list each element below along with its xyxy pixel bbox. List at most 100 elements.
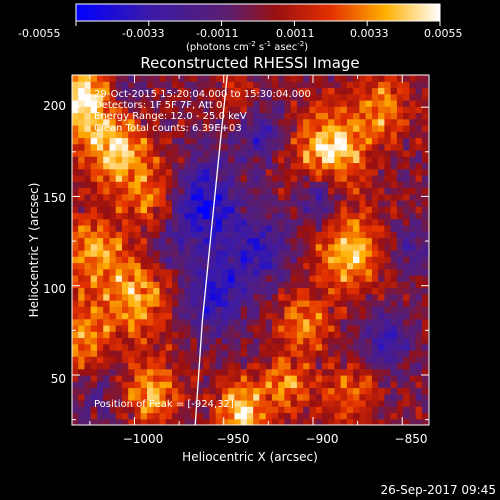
heatmap-cell — [84, 193, 92, 201]
heatmap-cell — [190, 75, 198, 82]
heatmap-cell — [134, 143, 142, 151]
heatmap-cell — [384, 387, 392, 395]
heatmap-cell — [371, 181, 379, 189]
heatmap-cell — [78, 412, 85, 420]
heatmap-cell — [290, 275, 298, 282]
heatmap-cell — [259, 287, 267, 295]
heatmap-cell — [328, 112, 335, 120]
heatmap-cell — [378, 400, 385, 407]
heatmap-cell — [309, 375, 317, 382]
heatmap-cell — [203, 375, 210, 382]
heatmap-cell — [90, 206, 98, 214]
heatmap-cell — [209, 150, 217, 157]
heatmap-cell — [234, 362, 242, 370]
heatmap-cell — [321, 175, 329, 182]
heatmap-cell — [203, 381, 210, 389]
heatmap-cell — [209, 268, 217, 276]
heatmap-cell — [309, 406, 317, 414]
heatmap-cell — [178, 393, 185, 401]
heatmap-cell — [321, 256, 329, 264]
heatmap-cell — [178, 375, 185, 382]
heatmap-cell — [253, 312, 260, 320]
heatmap-cell — [78, 100, 85, 107]
heatmap-cell — [115, 318, 123, 326]
heatmap-cell — [403, 262, 410, 270]
heatmap-cell — [84, 337, 92, 345]
heatmap-cell — [359, 237, 367, 245]
heatmap-cell — [115, 175, 123, 182]
heatmap-cell — [328, 200, 335, 207]
heatmap-cell — [140, 250, 148, 257]
heatmap-cell — [140, 362, 148, 370]
heatmap-cell — [190, 243, 198, 251]
heatmap-cell — [334, 143, 342, 151]
heatmap-cell — [365, 337, 373, 345]
heatmap-cell — [378, 131, 385, 139]
heatmap-cell — [84, 112, 92, 120]
heatmap-cell — [147, 400, 154, 407]
heatmap-cell — [172, 131, 179, 139]
heatmap-cell — [147, 218, 154, 226]
heatmap-cell — [215, 250, 223, 257]
heatmap-cell — [359, 275, 367, 282]
heatmap-cell — [209, 375, 217, 382]
heatmap-cell — [403, 118, 410, 126]
heatmap-cell — [328, 181, 335, 189]
heatmap-cell — [421, 218, 429, 226]
heatmap-cell — [184, 300, 192, 307]
heatmap-cell — [259, 156, 267, 164]
heatmap-cell — [421, 87, 429, 95]
heatmap-cell — [390, 318, 398, 326]
heatmap-cell — [309, 387, 317, 395]
heatmap-cell — [328, 350, 335, 357]
heatmap-cell — [190, 162, 198, 170]
heatmap-cell — [378, 237, 385, 245]
heatmap-cell — [390, 143, 398, 151]
heatmap-cell — [365, 137, 373, 145]
heatmap-cell — [84, 187, 92, 195]
heatmap-cell — [90, 393, 98, 401]
heatmap-cell — [328, 387, 335, 395]
heatmap-cell — [228, 206, 235, 214]
heatmap-cell — [346, 131, 354, 139]
heatmap-cell — [246, 362, 254, 370]
heatmap-cell — [84, 206, 92, 214]
heatmap-cell — [315, 312, 323, 320]
heatmap-cell — [365, 356, 373, 364]
heatmap-cell — [115, 362, 123, 370]
heatmap-cell — [246, 87, 254, 95]
heatmap-cell — [259, 81, 267, 89]
heatmap-cell — [134, 381, 142, 389]
heatmap-cell — [421, 225, 429, 232]
heatmap-cell — [159, 343, 167, 351]
heatmap-cell — [115, 281, 123, 289]
heatmap-cell — [234, 312, 242, 320]
heatmap-cell — [178, 312, 185, 320]
heatmap-cell — [128, 293, 135, 301]
heatmap-cell — [128, 393, 135, 401]
heatmap-cell — [196, 143, 204, 151]
heatmap-cell — [278, 362, 285, 370]
heatmap-cell — [240, 100, 248, 107]
heatmap-cell — [196, 187, 204, 195]
heatmap-cell — [415, 231, 423, 239]
heatmap-cell — [153, 306, 160, 314]
heatmap-cell — [409, 331, 417, 339]
heatmap-cell — [296, 200, 304, 207]
heatmap-cell — [103, 256, 110, 264]
colorbar-tick-label: -0.0033 — [122, 27, 164, 40]
heatmap-cell — [78, 368, 85, 376]
heatmap-cell — [228, 418, 235, 425]
heatmap-cell — [196, 300, 204, 307]
heatmap-cell — [284, 243, 292, 251]
heatmap-cell — [284, 206, 292, 214]
heatmap-cell — [147, 268, 154, 276]
heatmap-cell — [153, 231, 160, 239]
heatmap-cell — [315, 400, 323, 407]
heatmap-cell — [196, 287, 204, 295]
heatmap-cell — [315, 112, 323, 120]
heatmap-cell — [296, 218, 304, 226]
heatmap-cell — [115, 81, 123, 89]
heatmap-cell — [253, 243, 260, 251]
heatmap-cell — [353, 181, 360, 189]
